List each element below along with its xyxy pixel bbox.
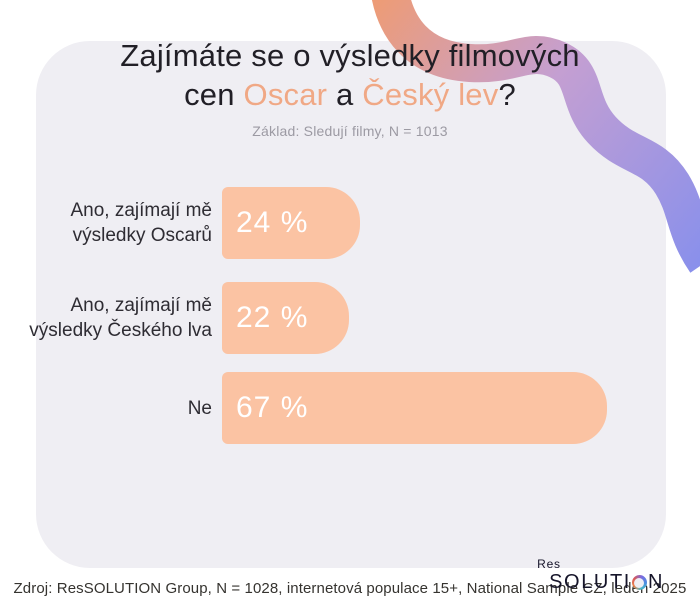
bar-value-cesky-lev: 22 % [236, 301, 309, 334]
title-accent-cesky-lev: Český lev [362, 77, 499, 112]
title-accent-oscar: Oscar [243, 77, 328, 112]
bar-cesky-lev: 22 % [222, 282, 349, 354]
bar-label-ne: Ne [187, 397, 212, 419]
logo-text-n: N [647, 571, 664, 593]
bar-label-cesky-lev: Ano, zajímají mě výsledky Českého lva [29, 295, 212, 341]
logo-ring-o-icon [631, 575, 647, 590]
title-question-mark: ? [498, 77, 516, 112]
chart-title: Zajímáte se o výsledky filmových cen Osc… [20, 36, 680, 114]
source-note: Zdroj: ResSOLUTION Group, N = 1028, inte… [13, 580, 687, 597]
chart-title-line1: Zajímáte se o výsledky filmových [120, 38, 580, 73]
bar-label-oscar: Ano, zajímají mě výsledky Oscarů [70, 200, 213, 246]
bar-ne: 67 % [222, 372, 607, 444]
logo-text-soluti: SOLUTI [549, 571, 631, 593]
title-word-cen: cen [184, 77, 244, 112]
logo-text-res: Res [537, 557, 561, 571]
chart-title-line2: cen Oscar a Český lev? [20, 75, 680, 114]
chart-subtitle: Základ: Sledují filmy, N = 1013 [252, 123, 448, 139]
ressolution-logo: Res SOLUTI N [536, 557, 664, 594]
bar-oscar: 24 % [222, 187, 360, 259]
bar-value-oscar: 24 % [236, 206, 309, 239]
logo-text-solution: SOLUTI N [536, 571, 664, 594]
bar-value-ne: 67 % [236, 391, 309, 424]
title-word-a: a [327, 77, 363, 112]
